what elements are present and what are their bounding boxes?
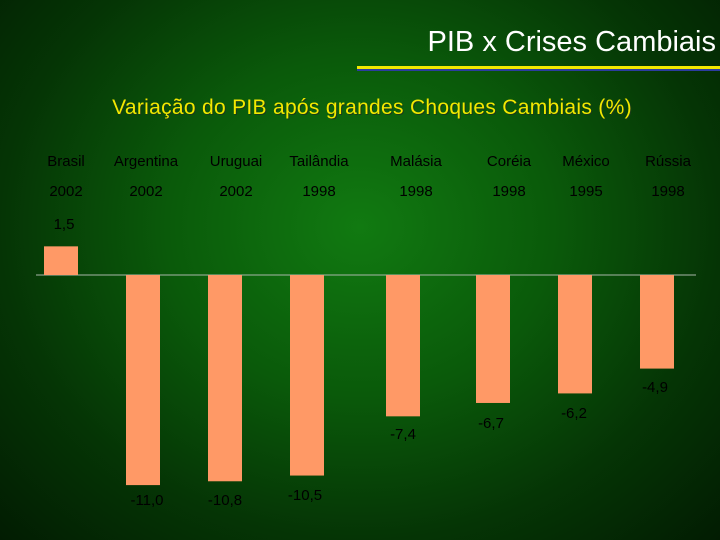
year-label-3: 2002 <box>219 183 252 200</box>
year-label-1: 2002 <box>49 183 82 200</box>
bar-6 <box>476 275 510 403</box>
bar-5 <box>386 275 420 417</box>
slide-title: PIB x Crises Cambiais <box>427 26 716 58</box>
year-label-7: 1995 <box>569 183 602 200</box>
year-label-6: 1998 <box>492 183 525 200</box>
year-label-8: 1998 <box>651 183 684 200</box>
category-label-2: Argentina <box>114 153 179 170</box>
year-label-4: 1998 <box>302 183 335 200</box>
value-label-3: -10,8 <box>208 492 242 509</box>
bar-7 <box>558 275 592 394</box>
category-label-8: Rússia <box>645 153 692 170</box>
category-label-1: Brasil <box>47 153 85 170</box>
category-label-5: Malásia <box>390 153 442 170</box>
value-label-5: -7,4 <box>390 426 416 443</box>
value-label-6: -6,7 <box>478 415 504 432</box>
category-label-7: México <box>562 153 610 170</box>
year-label-2: 2002 <box>129 183 162 200</box>
category-label-6: Coréia <box>487 153 532 170</box>
value-label-1: 1,5 <box>54 216 75 233</box>
title-underline-shadow <box>357 69 720 71</box>
title-underline <box>357 66 720 69</box>
year-label-5: 1998 <box>399 183 432 200</box>
value-label-7: -6,2 <box>561 405 587 422</box>
category-label-3: Uruguai <box>210 153 263 170</box>
value-label-8: -4,9 <box>642 379 668 396</box>
bar-2 <box>126 275 160 486</box>
bar-1 <box>44 246 78 275</box>
bar-8 <box>640 275 674 369</box>
category-label-4: Tailândia <box>289 153 349 170</box>
chart-subtitle: Variação do PIB após grandes Choques Cam… <box>112 96 632 119</box>
value-label-4: -10,5 <box>288 487 322 504</box>
bar-3 <box>208 275 242 482</box>
bar-4 <box>290 275 324 476</box>
value-label-2: -11,0 <box>130 492 163 509</box>
